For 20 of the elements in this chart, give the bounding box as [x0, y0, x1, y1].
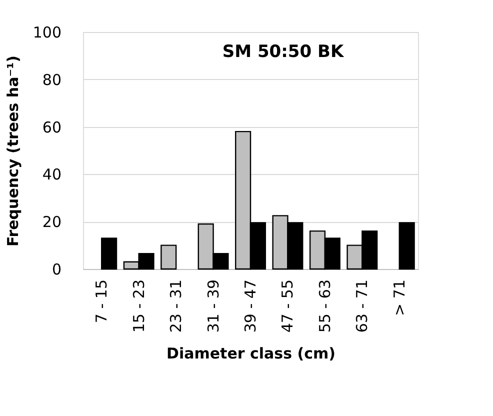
x-axis-title: Diameter class (cm) [166, 344, 336, 363]
bar [398, 222, 415, 270]
text: SM 50:50 BK [222, 42, 344, 62]
x-tick-label: 23 - 31 [167, 280, 186, 333]
x-tick-label: 63 - 71 [353, 280, 372, 333]
y-tick-label: 80 [42, 70, 62, 89]
x-tick-label: > 71 [390, 280, 408, 316]
y-tick-label: 40 [42, 166, 62, 184]
x-tick-label: 15 - 23 [130, 280, 148, 333]
x-tick-label: 7 - 15 [92, 280, 111, 324]
bar [101, 238, 118, 270]
y-tick-label: 0 [52, 260, 62, 278]
y-tick-label: 100 [32, 24, 62, 42]
x-tick-label: 47 - 55 [278, 280, 297, 333]
y-axis-title: Frequency (trees ha⁻¹) [4, 55, 22, 247]
x-tick-label: 39 - 47 [242, 280, 260, 333]
y-tick-label: 60 [42, 118, 62, 136]
y-tick-label: 20 [42, 213, 62, 232]
x-tick-label: 31 - 39 [204, 280, 222, 333]
x-tick-label: 55 - 63 [316, 280, 334, 333]
